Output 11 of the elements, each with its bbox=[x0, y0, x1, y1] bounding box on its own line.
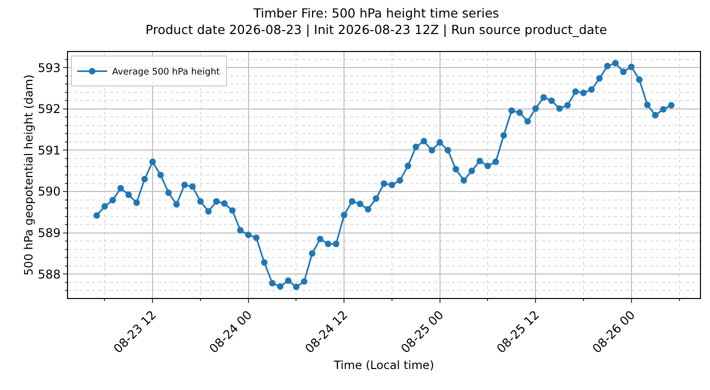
y-tick-label: 592 bbox=[38, 102, 61, 116]
y-axis-title: 500 hPa geopotential height (dam) bbox=[22, 74, 36, 276]
legend-label: Average 500 hPa height bbox=[112, 68, 220, 78]
y-tick-label: 589 bbox=[38, 226, 61, 240]
y-tick-label: 590 bbox=[38, 184, 61, 199]
chart-subtitle: Product date 2026-08-23 | Init 2026-08-23 12Z | Run source product_date bbox=[146, 22, 608, 37]
y-tick-label: 591 bbox=[38, 143, 61, 158]
y-tick-label: 588 bbox=[38, 267, 61, 282]
x-axis-title: Time (Local time) bbox=[332, 358, 434, 372]
chart-title: Timber Fire: 500 hPa height time series bbox=[252, 6, 500, 21]
y-tick-label: 593 bbox=[38, 60, 61, 75]
